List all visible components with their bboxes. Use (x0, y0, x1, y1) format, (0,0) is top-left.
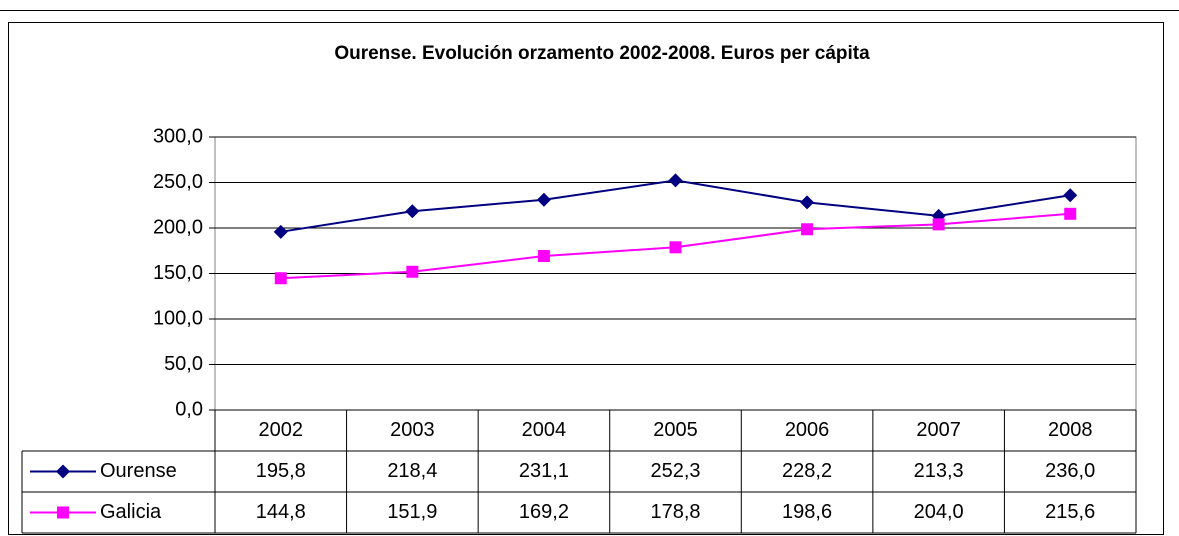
table-value: 215,6 (1045, 501, 1095, 523)
y-tick-label: 0,0 (175, 398, 203, 420)
point (405, 204, 420, 219)
table-value: 204,0 (914, 501, 964, 523)
table-value: 236,0 (1045, 460, 1095, 482)
point (669, 241, 682, 254)
legend-label: Ourense (100, 460, 177, 482)
table-value: 195,8 (256, 460, 306, 482)
x-tick-label: 2008 (1048, 419, 1093, 441)
x-tick-label: 2007 (916, 419, 961, 441)
table-value: 213,3 (914, 460, 964, 482)
point (1064, 207, 1077, 220)
legend-label: Galicia (100, 501, 162, 523)
y-tick-label: 200,0 (153, 216, 203, 238)
table-value: 198,6 (782, 501, 832, 523)
point (273, 224, 288, 239)
table-value: 144,8 (256, 501, 306, 523)
table-value: 218,4 (387, 460, 437, 482)
point (537, 250, 550, 263)
table-value: 228,2 (782, 460, 832, 482)
point (536, 192, 551, 207)
y-tick-label: 250,0 (153, 171, 203, 193)
table-value: 252,3 (650, 460, 700, 482)
y-tick-label: 300,0 (153, 125, 203, 147)
point (801, 223, 814, 236)
table-value: 169,2 (519, 501, 569, 523)
x-tick-label: 2004 (522, 419, 567, 441)
point (800, 195, 815, 210)
x-tick-label: 2005 (653, 419, 698, 441)
point (932, 218, 945, 231)
table-value: 178,8 (650, 501, 700, 523)
chart-title: Ourense. Evolución orzamento 2002-2008. … (334, 43, 870, 64)
point (56, 464, 70, 479)
y-tick-label: 50,0 (164, 353, 203, 375)
point (274, 272, 287, 285)
table-value: 151,9 (387, 501, 437, 523)
point (1063, 188, 1078, 203)
x-tick-label: 2006 (785, 419, 830, 441)
point (668, 173, 683, 188)
x-tick-label: 2003 (390, 419, 435, 441)
x-tick-label: 2002 (259, 419, 304, 441)
point (57, 506, 69, 519)
point (406, 265, 419, 278)
y-tick-label: 100,0 (153, 307, 203, 329)
y-tick-label: 150,0 (153, 262, 203, 284)
table-value: 231,1 (519, 460, 569, 482)
